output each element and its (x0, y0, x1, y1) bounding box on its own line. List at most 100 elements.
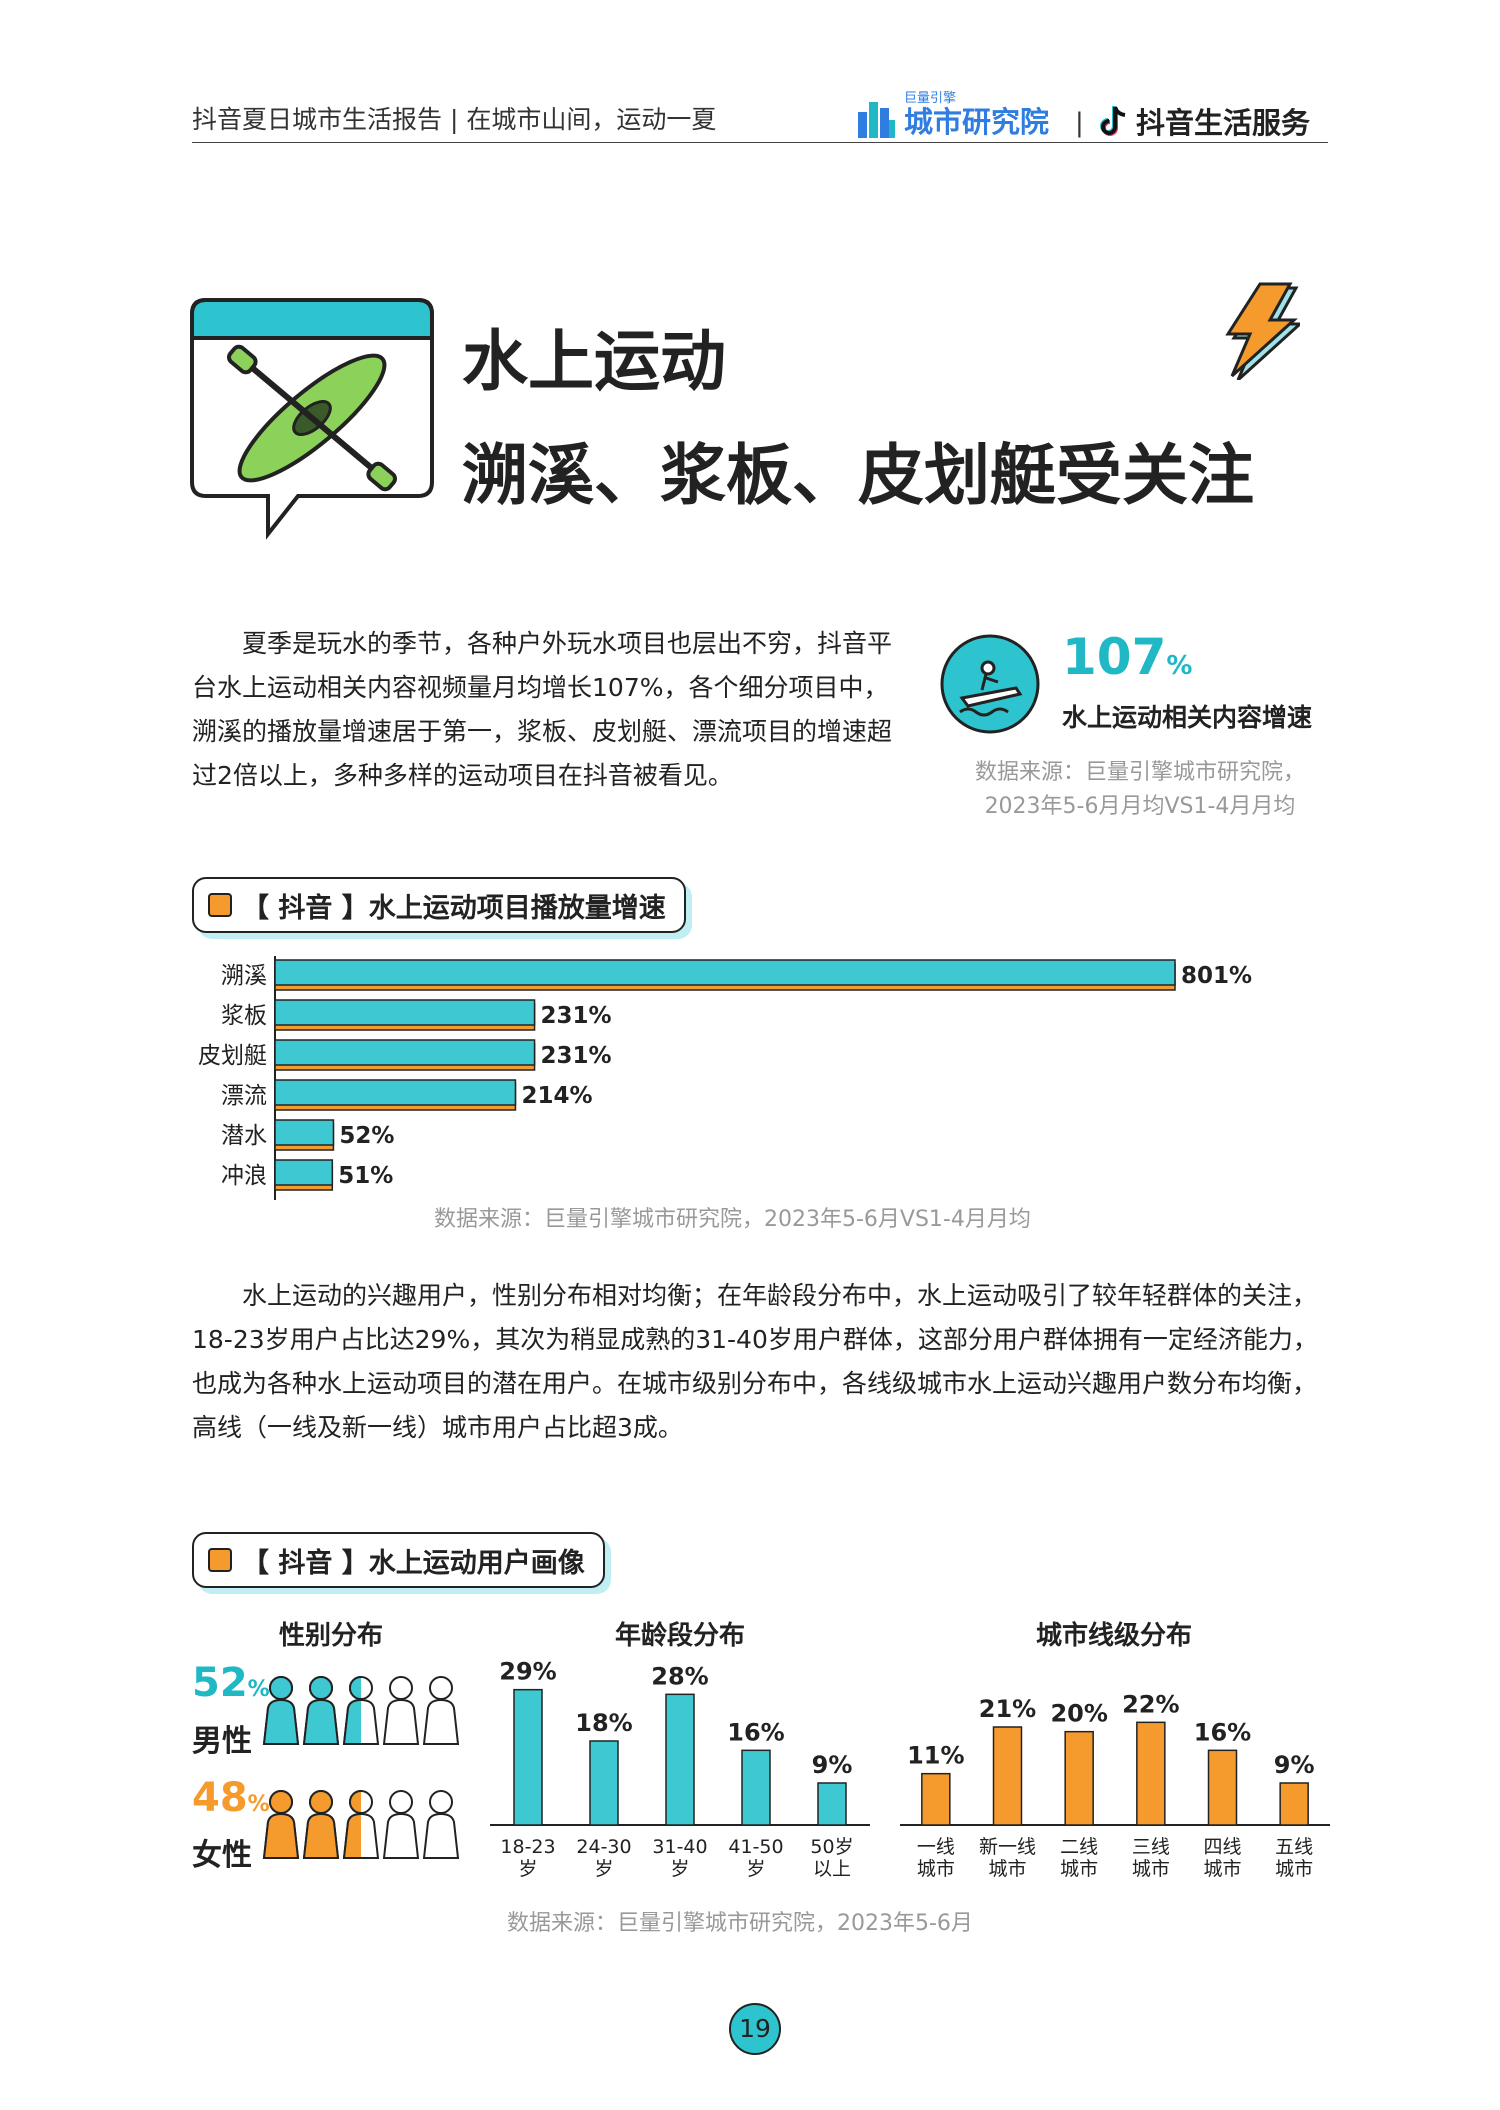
bar (513, 1688, 543, 1826)
person-head (269, 1790, 293, 1814)
chart1-header: 【 抖音 】水上运动项目播放量增速 (192, 877, 686, 933)
tick-label: 城市 (988, 1858, 1026, 1880)
tick-label: 岁 (746, 1858, 765, 1880)
jetski-icon (940, 634, 1040, 734)
highlight-source: 数据来源：巨量引擎城市研究院，2023年5-6月月均VS1-4月月均 (974, 760, 1305, 819)
tick-label: 五线 (1275, 1836, 1313, 1858)
orange-square-icon (208, 1548, 232, 1572)
report-title: 抖音夏日城市生活报告 | 在城市山间，运动一夏 (192, 105, 717, 134)
douyin-life-text: 抖音生活服务 (1136, 106, 1311, 140)
intro-paragraph: 夏季是玩水的季节，各种户外玩水项目也层出不穷，抖音平台水上运动相关内容视频量月均… (192, 629, 893, 790)
person-body (302, 1812, 340, 1859)
female-percent: 48% (192, 1775, 270, 1821)
female-pictogram (262, 1790, 460, 1859)
female-person-icon (302, 1790, 340, 1859)
chart2-header: 【 抖音 】水上运动用户画像 (192, 1532, 605, 1588)
bar (921, 1772, 951, 1826)
bar (274, 1039, 536, 1066)
tick-label: 岁 (670, 1858, 689, 1880)
tick-label: 城市 (1275, 1858, 1313, 1880)
bar (274, 1079, 517, 1106)
person-head (309, 1790, 333, 1814)
bar-label: 溯溪 (221, 963, 267, 989)
person-body (302, 1698, 340, 1745)
orange-square-icon (208, 893, 232, 917)
tick-label: 24-30 (576, 1836, 631, 1858)
bar (274, 999, 536, 1026)
male-person-icon (302, 1676, 340, 1745)
female-person-icon (262, 1790, 300, 1859)
chart1-header-text: 【 抖音 】水上运动项目播放量增速 (242, 892, 666, 924)
tick-label: 城市 (1203, 1858, 1241, 1880)
tick-label: 新一线 (979, 1836, 1036, 1858)
bar (741, 1749, 771, 1826)
tick-label: 岁 (518, 1858, 537, 1880)
section-title: 水上运动 (462, 323, 726, 400)
person-body (262, 1698, 300, 1745)
person-head (429, 1676, 453, 1700)
bar (1279, 1782, 1309, 1826)
tick-label: 41-50 (728, 1836, 783, 1858)
city-research-logo: 巨量引擎 城市研究院 (858, 92, 1049, 138)
female-person-half-icon (342, 1790, 380, 1859)
person-fill (342, 1790, 361, 1859)
douyin-life-logo: 抖音生活服务 (1100, 100, 1310, 142)
person-body (422, 1812, 460, 1859)
bar-value: 9% (812, 1751, 853, 1779)
bar-label: 潜水 (221, 1123, 267, 1149)
tick-label: 城市 (1060, 1858, 1098, 1880)
bar-value: 231% (541, 1003, 612, 1029)
person-head (349, 1790, 361, 1814)
male-percent-unit: % (247, 1677, 270, 1702)
bar-value: 231% (541, 1043, 612, 1069)
bar-value: 16% (1194, 1718, 1251, 1746)
age-distribution-chart: 29%18-23岁18%24-30岁28%31-40岁16%41-50岁9%50… (490, 1658, 870, 1880)
chart2-header-text: 【 抖音 】水上运动用户画像 (242, 1547, 585, 1579)
person-body (422, 1698, 460, 1745)
logo-main-text: 城市研究院 (904, 105, 1050, 139)
female-person-outline-icon (422, 1790, 460, 1859)
bar (589, 1740, 619, 1826)
bar-label: 漂流 (221, 1083, 267, 1109)
person-head (269, 1676, 293, 1700)
bar (1207, 1749, 1238, 1826)
tick-label: 三线 (1132, 1836, 1170, 1858)
highlight-value: 107% (1062, 628, 1193, 686)
logo-separator: | (1075, 108, 1084, 138)
person-head (389, 1790, 413, 1814)
section-subtitle: 溯溪、浆板、皮划艇受关注 (462, 437, 1254, 514)
bar-value: 28% (651, 1662, 708, 1690)
bar-value: 9% (1274, 1751, 1315, 1779)
female-percent-unit: % (247, 1792, 270, 1817)
bar-value: 22% (1122, 1690, 1179, 1718)
person-head (429, 1790, 453, 1814)
person-fill (302, 1676, 340, 1745)
age-title: 年龄段分布 (615, 1621, 746, 1651)
bar-label: 浆板 (221, 1003, 267, 1029)
highlight-label: 水上运动相关内容增速 (1062, 703, 1313, 732)
bar-value: 16% (727, 1718, 784, 1746)
tick-label: 以上 (813, 1858, 851, 1880)
tick-label: 二线 (1060, 1836, 1098, 1858)
gender-title: 性别分布 (279, 1621, 384, 1651)
female-label: 女性 (192, 1838, 252, 1873)
male-pictogram (262, 1676, 460, 1745)
male-percent: 52% (192, 1660, 270, 1706)
logo-small-text: 巨量引擎 (904, 91, 957, 106)
bar (274, 1159, 334, 1186)
person-fill (262, 1676, 300, 1745)
male-person-half-icon (342, 1676, 380, 1745)
bar (274, 959, 1176, 986)
female-person-outline-icon (382, 1790, 420, 1859)
male-person-outline-icon (422, 1676, 460, 1745)
bar-value: 20% (1050, 1700, 1107, 1728)
person-fill (302, 1790, 340, 1859)
lightning-icon (1225, 282, 1300, 380)
tick-label: 城市 (917, 1858, 955, 1880)
person-fill (342, 1676, 361, 1745)
bar-value: 801% (1181, 963, 1252, 989)
tick-label: 城市 (1132, 1858, 1170, 1880)
chart1-source: 数据来源：巨量引擎城市研究院，2023年5-6月VS1-4月月均 (434, 1207, 1031, 1232)
tick-label: 一线 (917, 1836, 955, 1858)
